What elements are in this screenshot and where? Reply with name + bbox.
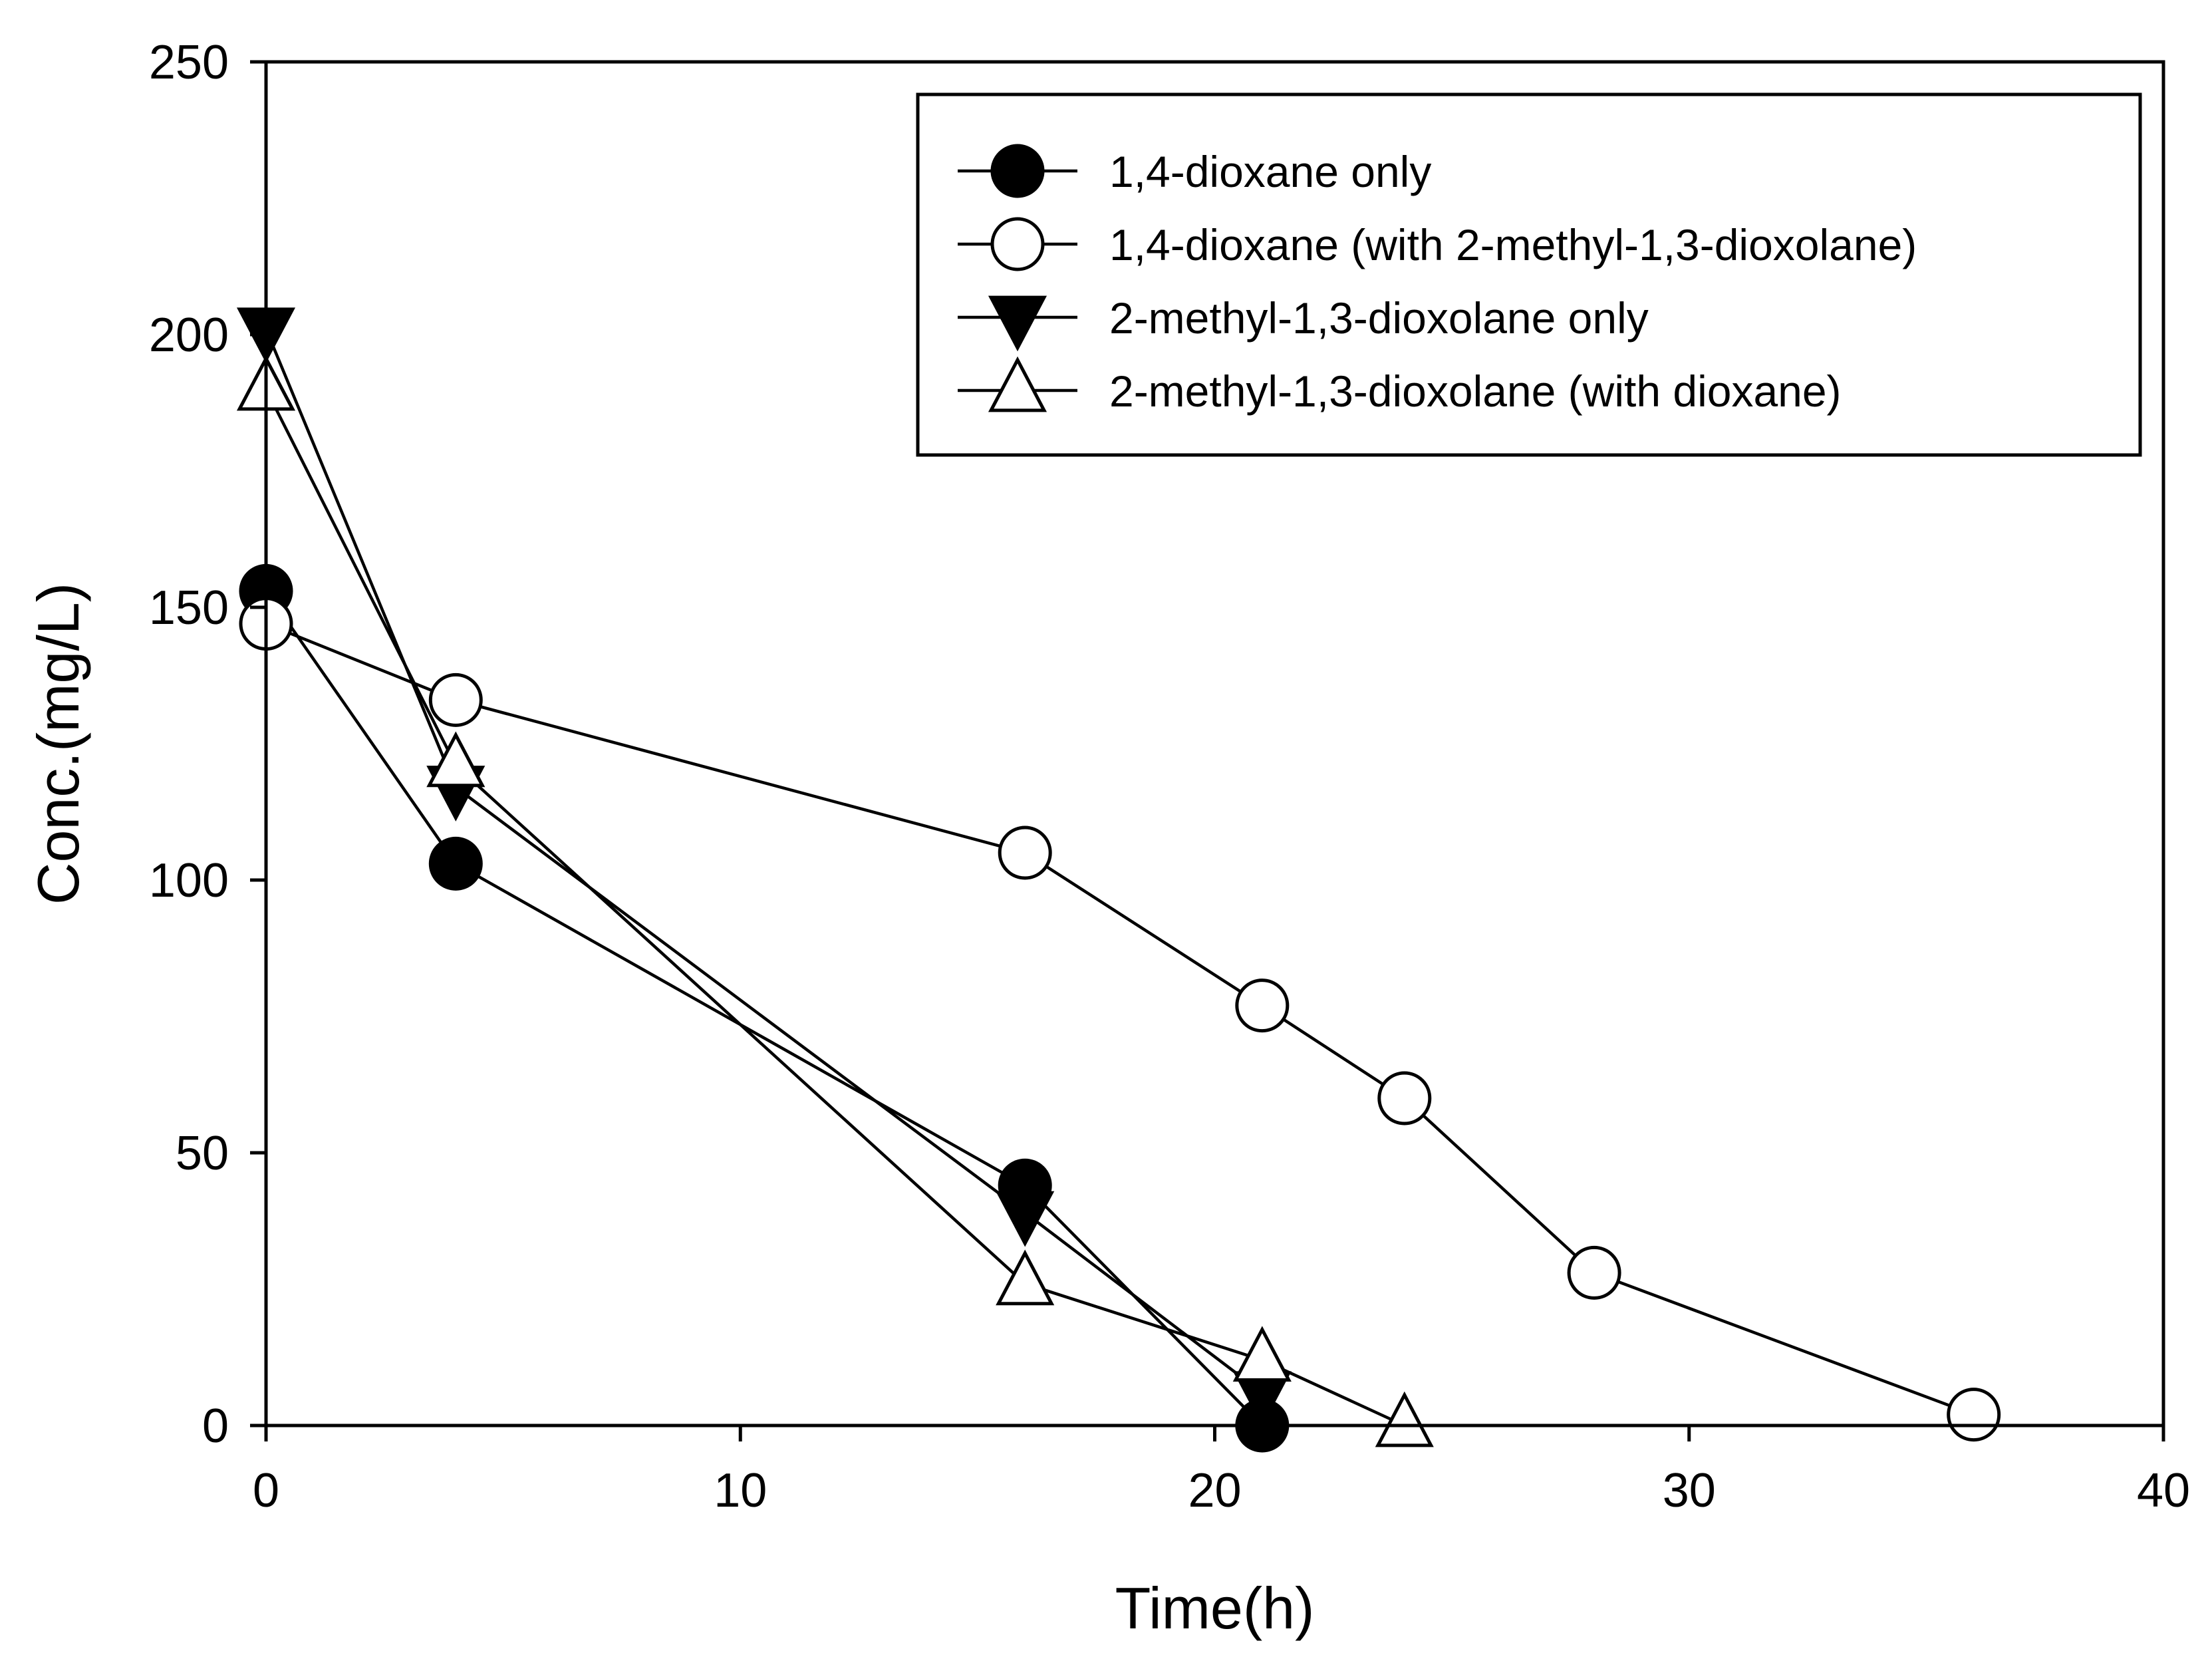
data-point [1947, 1388, 2001, 1442]
legend-label: 1,4-dioxane (with 2-methyl-1,3-dioxolane… [1109, 220, 1917, 269]
y-axis-ticks: 0 50 100 150 200 250 [149, 36, 266, 1453]
y-tick-label: 200 [149, 309, 229, 362]
data-point [1567, 1245, 1621, 1300]
y-tick-label: 0 [202, 1400, 229, 1453]
data-point [996, 1191, 1055, 1247]
data-point [428, 673, 483, 727]
y-axis-title: Conc.(mg/L) [25, 583, 91, 905]
legend-item: 2-methyl-1,3-dioxolane only [958, 293, 1649, 352]
legend-label: 2-methyl-1,3-dioxolane only [1109, 293, 1649, 343]
data-point [1235, 978, 1290, 1033]
y-tick-label: 100 [149, 854, 229, 907]
data-point [428, 836, 483, 891]
legend-label: 2-methyl-1,3-dioxolane (with dioxane) [1109, 367, 1842, 416]
x-axis-ticks: 0 10 20 30 40 [253, 1426, 2190, 1517]
legend-marker [988, 295, 1047, 352]
y-tick-label: 250 [149, 36, 229, 89]
data-point [998, 826, 1052, 880]
data-point [426, 731, 485, 788]
legend-marker [988, 356, 1047, 412]
legend-item: 1,4-dioxane only [958, 144, 1431, 198]
legend-label: 1,4-dioxane only [1109, 147, 1431, 196]
data-point [1375, 1391, 1434, 1447]
legend-item: 2-methyl-1,3-dioxolane (with dioxane) [958, 356, 1842, 416]
y-tick-label: 50 [176, 1127, 229, 1180]
legend: 1,4-dioxane only 1,4-dioxane (with 2-meth… [916, 92, 2142, 457]
legend-marker [990, 144, 1045, 198]
legend-marker [990, 217, 1045, 271]
series-3-line-group [264, 328, 1264, 1394]
legend-item: 1,4-dioxane (with 2-methyl-1,3-dioxolane… [958, 217, 1917, 271]
series-line [264, 328, 1264, 1394]
x-tick-label: 10 [714, 1464, 767, 1517]
x-tick-label: 20 [1188, 1464, 1241, 1517]
x-tick-label: 0 [253, 1464, 279, 1517]
legend-box [916, 92, 2142, 457]
x-tick-label: 40 [2137, 1464, 2190, 1517]
x-axis-title: Time(h) [1115, 1575, 1315, 1641]
data-point [1377, 1071, 1432, 1126]
series-2-points [239, 597, 2001, 1442]
y-tick-label: 150 [149, 581, 229, 635]
data-point [1232, 1326, 1292, 1382]
series-layer [236, 307, 2001, 1453]
x-tick-label: 30 [1663, 1464, 1716, 1517]
data-point [996, 1249, 1055, 1306]
